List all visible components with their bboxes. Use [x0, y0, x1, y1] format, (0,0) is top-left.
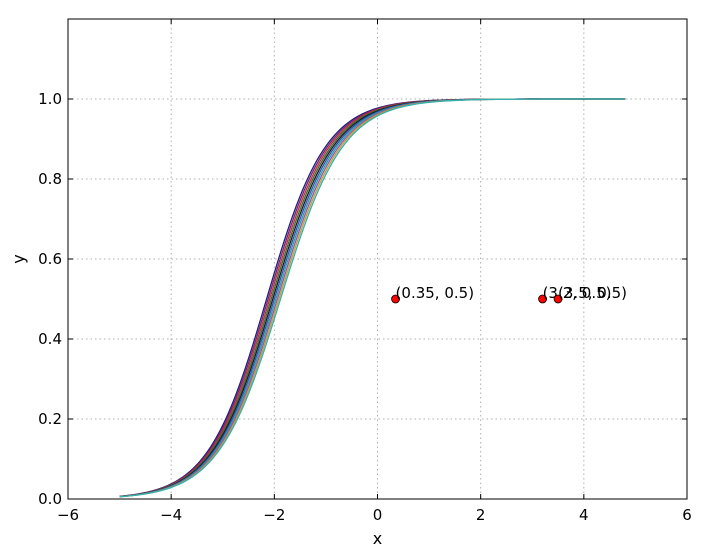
point-annotation-3: (3.5, 0.5): [558, 284, 627, 302]
x-axis-label: x: [373, 529, 382, 548]
point-annotation-1: (0.35, 0.5): [396, 284, 475, 302]
y-tick-label: 1.0: [38, 90, 62, 108]
x-tick-label: 6: [682, 506, 692, 524]
grid-lines: [67, 19, 688, 500]
point-marker-3: [553, 294, 563, 304]
x-tick-label: 4: [579, 506, 589, 524]
series-lines: [119, 98, 626, 498]
x-tick-label: 2: [476, 506, 486, 524]
annotated-points: (0.35, 0.5) (3.2, 0.5)(3.5, 0.5): [391, 284, 627, 304]
axis-ticks: −6 −4 −2 0 2 4 6 0.0 0.2 0.4 0.6 0.8 1.0: [38, 19, 692, 524]
x-tick-label: −6: [57, 506, 79, 524]
y-tick-label: 0.2: [38, 410, 62, 428]
y-tick-label: 0.8: [38, 170, 62, 188]
point-marker-1: [391, 294, 400, 304]
y-tick-label: 0.0: [38, 490, 62, 508]
y-tick-label: 0.6: [38, 250, 62, 268]
series-line-10: [119, 98, 626, 498]
y-axis-label: y: [9, 254, 28, 263]
point-marker-2: [538, 294, 547, 304]
y-tick-label: 0.4: [38, 330, 62, 348]
x-tick-label: −2: [263, 506, 285, 524]
x-tick-label: −4: [160, 506, 182, 524]
x-tick-label: 0: [373, 506, 383, 524]
